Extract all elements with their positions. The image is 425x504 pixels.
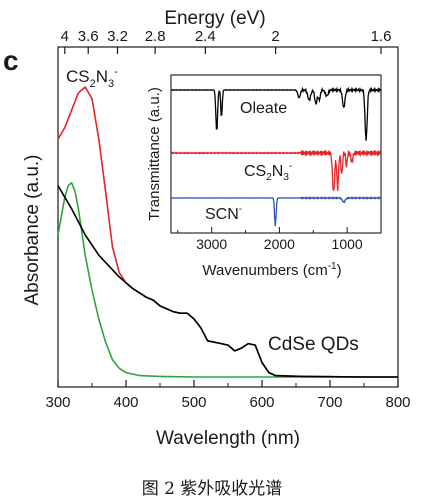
inset-series-group [170, 86, 382, 227]
top-axis-title: Energy (eV) [164, 8, 265, 29]
inset-tick-label: 1000 [332, 236, 363, 252]
inset-y-axis-title: Transmittance (a.u.) [146, 87, 163, 221]
panel-label: c [3, 45, 19, 76]
main-black-curve [57, 185, 398, 378]
top-tick-label: 2.8 [145, 28, 166, 45]
figure-caption: 图 2 紫外吸收光谱 [142, 479, 283, 499]
top-axis-ticks: 4 3.6 3.2 2.8 2.4 2 1.6 [61, 28, 392, 54]
main-cs2n3-label: CS2N3- [66, 66, 118, 90]
bottom-axis-ticks: 300 400 500 600 700 800 [45, 380, 411, 411]
top-tick-label: 4 [61, 28, 69, 45]
inset-x-axis-title: Wavenumbers (cm-1) [202, 261, 341, 279]
y-axis-title: Absorbance (a.u.) [22, 154, 43, 305]
inset-label-cs2n3: CS2N3- [244, 161, 292, 183]
top-tick-label: 2 [271, 28, 279, 45]
x-tick-label: 300 [45, 394, 70, 411]
inset-plot: 3000 2000 1000 Oleate CS2N3- SCN- Wavenumb… [146, 74, 382, 279]
x-tick-label: 500 [181, 394, 206, 411]
top-tick-label: 2.4 [195, 28, 216, 45]
x-tick-label: 600 [249, 394, 274, 411]
top-tick-label: 3.6 [78, 28, 99, 45]
inset-label-scn: SCN- [205, 204, 242, 223]
inset-cs2n3-curve [170, 149, 382, 192]
inset-scn-curve [170, 196, 382, 227]
x-tick-label: 400 [113, 394, 138, 411]
top-tick-label: 3.2 [107, 28, 128, 45]
inset-x-ticks: 3000 2000 1000 [177, 227, 382, 252]
inset-oleate-curve [170, 86, 382, 141]
top-tick-label: 1.6 [371, 28, 392, 45]
inset-tick-label: 3000 [196, 236, 227, 252]
inset-label-oleate: Oleate [240, 100, 287, 117]
inset-tick-label: 2000 [264, 236, 295, 252]
sample-label: CdSe QDs [268, 334, 359, 355]
x-axis-title: Wavelength (nm) [156, 428, 300, 449]
x-tick-label: 700 [317, 394, 342, 411]
main-series-group [57, 86, 398, 378]
x-tick-label: 800 [385, 394, 410, 411]
main-green-curve [57, 181, 398, 378]
